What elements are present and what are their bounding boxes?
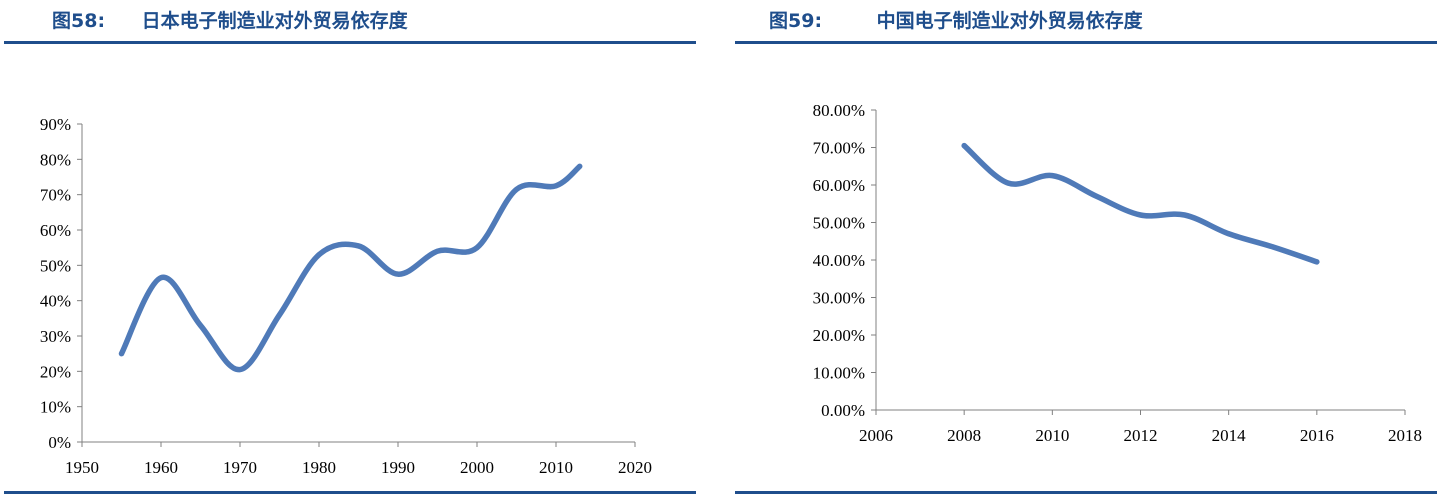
japan-chart-x-tick-label: 2000 <box>460 458 494 477</box>
japan-chart-data-point <box>198 322 203 328</box>
japan-chart-x-tick-label: 1950 <box>65 458 99 477</box>
japan-chart-data-point <box>158 275 164 281</box>
japan-chart-y-tick-label: 50% <box>40 256 71 275</box>
japan-chart-data-point <box>237 367 243 373</box>
japan-chart-x-tick-label: 1960 <box>144 458 178 477</box>
figure-59-bottom-rule <box>735 491 1437 494</box>
china-chart-data-point <box>1005 180 1011 186</box>
china-chart-y-tick-label: 60.00% <box>813 176 865 195</box>
japan-chart-y-tick-label: 20% <box>40 362 71 381</box>
figure-59-title: 图59: 中国电子制造业对外贸易依存度 <box>769 6 1143 33</box>
japan-chart-data-point <box>316 252 322 258</box>
japan-chart-y-tick-label: 10% <box>40 398 71 417</box>
china-chart-x-tick-label: 2008 <box>947 426 981 445</box>
figure-58-number: 图58: <box>52 10 106 32</box>
china-chart-data-point <box>1314 259 1320 265</box>
japan-chart-x-tick-label: 2020 <box>618 458 652 477</box>
japan-chart-data-point <box>277 312 282 318</box>
japan-chart-y-tick-label: 60% <box>40 221 71 240</box>
figure-59-panel: 图59: 中国电子制造业对外贸易依存度 0.00% 10.00% 20.00% 30.… <box>733 0 1439 502</box>
china-chart-y-tick-label: 80.00% <box>813 101 865 120</box>
china-chart-x-tick-label: 2006 <box>859 426 893 445</box>
china-chart-x-tick-label: 2016 <box>1300 426 1334 445</box>
china-chart-data-point <box>1270 244 1276 250</box>
china-chart-x-tick-label: 2018 <box>1388 426 1422 445</box>
japan-chart-y-tick-label: 40% <box>40 292 71 311</box>
japan-chart-data-point <box>474 245 480 251</box>
china-chart-y-tick-label: 50.00% <box>813 214 865 233</box>
japan-chart-y-tick-label: 70% <box>40 186 71 205</box>
japan-chart-data-point <box>119 351 124 357</box>
china-chart-y-tick-label: 10.00% <box>813 364 865 383</box>
japan-chart-series-line <box>118 163 583 373</box>
china-chart-y-tick-label: 70.00% <box>813 139 865 158</box>
china-chart-data-point <box>961 143 967 149</box>
china-dependence-chart: 0.00% 10.00% 20.00% 30.00% 40.00% 50.00% 60.00… <box>813 101 1422 445</box>
china-chart-data-point <box>1138 212 1143 218</box>
china-chart-data-point <box>1093 193 1099 199</box>
japan-chart-x-tick-label: 2010 <box>539 458 573 477</box>
japan-dependence-chart: 0% 10% 20% 30% 40% 50% 60% 70% 80% 90% 1950 1960 197… <box>40 115 652 477</box>
japan-chart-data-point <box>356 243 361 249</box>
china-chart-data-point <box>1226 231 1232 237</box>
japan-chart-data-point <box>553 183 559 189</box>
figure-58-panel: 图58: 日本电子制造业对外贸易依存度 0% 10% 20% 30% 40% 50% 60%… <box>0 0 700 502</box>
japan-chart-y-tick-label: 0% <box>48 433 71 452</box>
figure-58-title: 图58: 日本电子制造业对外贸易依存度 <box>52 6 408 33</box>
china-chart-series-line <box>961 142 1320 265</box>
figure-59-number: 图59: <box>769 10 823 32</box>
figure-59-top-rule <box>735 41 1437 44</box>
china-chart-y-tick-label: 30.00% <box>813 289 865 308</box>
japan-chart-data-point <box>577 163 583 169</box>
figure-58-top-rule <box>4 41 696 44</box>
figure-59-title-text: 中国电子制造业对外贸易依存度 <box>876 10 1143 32</box>
japan-chart-data-point <box>395 271 401 277</box>
japan-chart-data-point <box>435 248 440 254</box>
china-chart-y-tick-label: 40.00% <box>813 251 865 270</box>
japan-chart-y-tick-label: 30% <box>40 327 71 346</box>
figure-58-bottom-rule <box>4 491 696 494</box>
japan-chart-data-point <box>514 186 519 192</box>
japan-chart-x-tick-label: 1980 <box>302 458 336 477</box>
figure-58-title-text: 日本电子制造业对外贸易依存度 <box>141 10 408 32</box>
japan-chart-y-tick-label: 90% <box>40 115 71 134</box>
china-chart-data-point <box>1049 173 1055 179</box>
china-chart-y-tick-label: 0.00% <box>821 401 865 420</box>
japan-chart-x-tick-label: 1970 <box>223 458 257 477</box>
japan-chart-x-tick-label: 1990 <box>381 458 415 477</box>
china-chart-x-tick-label: 2010 <box>1035 426 1069 445</box>
china-chart-x-tick-label: 2012 <box>1124 426 1158 445</box>
japan-chart-y-tick-label: 80% <box>40 150 71 169</box>
china-chart-y-tick-label: 20.00% <box>813 326 865 345</box>
china-chart-data-point <box>1182 212 1188 218</box>
china-chart-x-tick-label: 2014 <box>1212 426 1247 445</box>
